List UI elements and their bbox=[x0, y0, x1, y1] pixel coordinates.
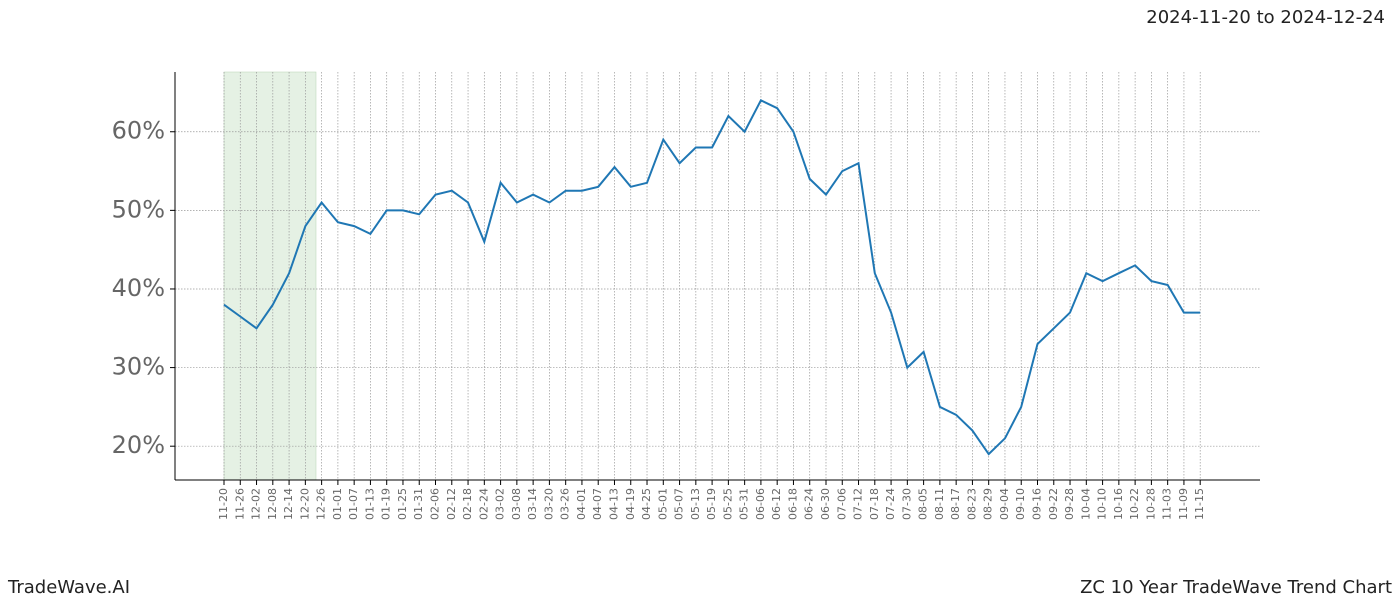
y-tick-label: 60% bbox=[112, 117, 165, 145]
x-tick-label: 11-03 bbox=[1161, 488, 1174, 520]
x-tick-label: 11-26 bbox=[233, 488, 246, 520]
x-tick-label: 09-22 bbox=[1047, 488, 1060, 520]
x-tick-label: 12-08 bbox=[266, 488, 279, 520]
x-tick-label: 02-18 bbox=[461, 488, 474, 520]
chart-title: ZC 10 Year TradeWave Trend Chart bbox=[1080, 577, 1392, 598]
x-tick-label: 09-16 bbox=[1031, 488, 1044, 520]
x-tick-label: 07-12 bbox=[852, 488, 865, 520]
x-tick-label: 10-04 bbox=[1079, 488, 1092, 520]
x-tick-label: 04-19 bbox=[624, 488, 637, 520]
x-tick-label: 12-26 bbox=[315, 488, 328, 520]
y-tick-label: 50% bbox=[112, 195, 165, 223]
x-tick-label: 01-25 bbox=[396, 488, 409, 520]
x-tick-label: 07-06 bbox=[835, 488, 848, 520]
x-tick-label: 01-07 bbox=[347, 488, 360, 520]
x-tick-label: 01-31 bbox=[412, 488, 425, 520]
x-tick-label: 08-05 bbox=[917, 488, 930, 520]
x-tick-label: 03-08 bbox=[510, 488, 523, 520]
x-tick-label: 11-09 bbox=[1177, 488, 1190, 520]
x-tick-label: 03-26 bbox=[559, 488, 572, 520]
x-tick-label: 09-04 bbox=[998, 488, 1011, 520]
x-tick-label: 08-29 bbox=[982, 488, 995, 520]
x-tick-label: 03-20 bbox=[542, 488, 555, 520]
x-tick-label: 01-19 bbox=[380, 488, 393, 520]
x-tick-label: 06-06 bbox=[754, 488, 767, 520]
x-tick-label: 09-28 bbox=[1063, 488, 1076, 520]
x-tick-label: 08-17 bbox=[949, 488, 962, 520]
x-tick-label: 12-20 bbox=[298, 488, 311, 520]
x-tick-label: 07-30 bbox=[900, 488, 913, 520]
x-tick-label: 09-10 bbox=[1014, 488, 1027, 520]
x-tick-label: 04-13 bbox=[607, 488, 620, 520]
x-tick-label: 05-25 bbox=[721, 488, 734, 520]
x-tick-label: 03-14 bbox=[526, 488, 539, 520]
x-tick-label: 04-25 bbox=[640, 488, 653, 520]
x-tick-label: 04-01 bbox=[575, 488, 588, 520]
x-tick-label: 11-20 bbox=[217, 488, 230, 520]
x-tick-label: 03-02 bbox=[494, 488, 507, 520]
x-tick-label: 02-12 bbox=[445, 488, 458, 520]
x-tick-label: 06-30 bbox=[819, 488, 832, 520]
line-series bbox=[223, 98, 1201, 456]
x-tick-label: 05-19 bbox=[705, 488, 718, 520]
x-tick-label: 12-14 bbox=[282, 488, 295, 520]
x-tick-label: 06-12 bbox=[770, 488, 783, 520]
x-tick-label: 01-01 bbox=[331, 488, 344, 520]
x-tick-label: 01-13 bbox=[363, 488, 376, 520]
x-tick-label: 12-02 bbox=[250, 488, 263, 520]
x-tick-label: 04-07 bbox=[591, 488, 604, 520]
x-tick-label: 02-24 bbox=[477, 488, 490, 520]
y-tick-label: 30% bbox=[112, 353, 165, 381]
highlight-band bbox=[223, 71, 317, 481]
x-tick-label: 10-10 bbox=[1096, 488, 1109, 520]
y-tick-label: 20% bbox=[112, 431, 165, 459]
brand: TradeWave.AI bbox=[7, 577, 130, 598]
x-tick-label: 05-07 bbox=[673, 488, 686, 520]
x-tick-label: 08-23 bbox=[965, 488, 978, 520]
x-tick-label: 07-18 bbox=[868, 488, 881, 520]
x-tick-label: 06-18 bbox=[786, 488, 799, 520]
x-tick-label: 10-16 bbox=[1112, 488, 1125, 520]
x-tick-label: 10-22 bbox=[1128, 488, 1141, 520]
x-tick-label: 05-01 bbox=[656, 488, 669, 520]
subtitle: 2024-11-20 to 2024-12-24 bbox=[1146, 7, 1385, 28]
x-tick-label: 02-06 bbox=[429, 488, 442, 520]
x-tick-label: 10-28 bbox=[1144, 488, 1157, 520]
x-tick-label: 11-15 bbox=[1193, 488, 1206, 520]
x-tick-label: 05-31 bbox=[738, 488, 751, 520]
x-tick-label: 07-24 bbox=[884, 488, 897, 520]
x-tick-label: 06-24 bbox=[803, 488, 816, 520]
x-tick-label: 08-11 bbox=[933, 488, 946, 520]
x-tick-label: 05-13 bbox=[689, 488, 702, 520]
y-tick-label: 40% bbox=[112, 274, 165, 302]
